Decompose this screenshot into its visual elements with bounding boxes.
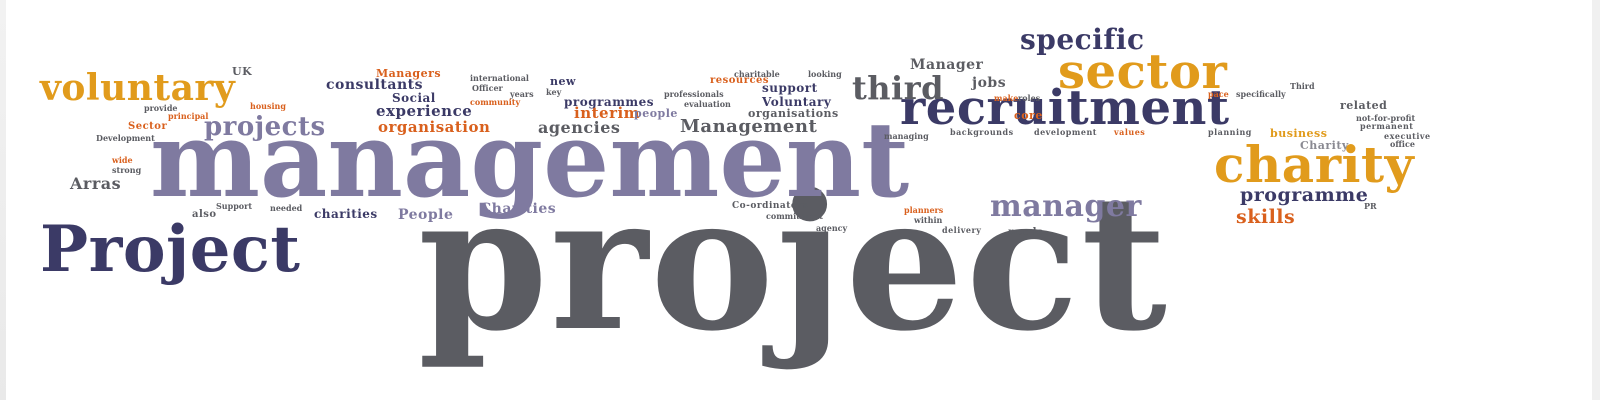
word: PR — [1364, 201, 1377, 211]
word: office — [1390, 139, 1415, 149]
word-third: third — [852, 69, 944, 107]
word: also — [192, 209, 217, 220]
word-recruitment: recruitment — [900, 80, 1230, 136]
word: looking — [808, 69, 842, 79]
word: needed — [270, 203, 303, 213]
word: pace — [1208, 89, 1229, 99]
word: people — [634, 107, 678, 120]
word: organisations — [748, 107, 839, 120]
word: consultants — [326, 77, 423, 93]
word: charities — [314, 207, 378, 221]
word-sector: sector — [1058, 44, 1228, 100]
word-Project: Project — [40, 212, 301, 287]
word: delivery — [942, 225, 982, 235]
word: Social — [392, 91, 436, 105]
word: core — [1014, 109, 1043, 122]
word: Sector — [128, 121, 168, 132]
word: skills — [1236, 206, 1296, 228]
word: Charity — [1300, 139, 1349, 152]
word: housing — [250, 101, 286, 111]
word: executive — [1384, 131, 1431, 141]
word: programme — [1240, 184, 1369, 206]
word: support — [762, 81, 818, 95]
word: years — [510, 89, 534, 99]
word: jobs — [972, 75, 1007, 91]
word: Manager — [910, 57, 984, 73]
word-management: management — [150, 98, 910, 221]
word: planning — [1208, 127, 1252, 137]
word: agencies — [538, 118, 621, 137]
word: international — [470, 73, 529, 83]
word: organisation — [378, 118, 491, 136]
word: People — [398, 207, 454, 223]
word-charity: charity — [1214, 135, 1415, 194]
word: interim — [574, 104, 641, 122]
word: key — [546, 87, 562, 97]
word: Managers — [376, 67, 442, 80]
word-manager: manager — [990, 189, 1142, 224]
word: community — [470, 97, 521, 107]
word: provide — [144, 103, 178, 113]
word: commitment — [766, 211, 823, 221]
word: needs — [1008, 227, 1044, 238]
word: Management — [680, 116, 818, 137]
word: permanent — [1360, 121, 1414, 131]
word: charitable — [734, 69, 780, 79]
word: values — [1114, 127, 1146, 137]
word: resources — [710, 75, 770, 86]
word: professionals — [664, 89, 724, 99]
word-specific: specific — [1020, 23, 1145, 56]
word: Development — [96, 133, 155, 143]
word: UK — [232, 65, 253, 78]
word: Voluntary — [762, 95, 832, 109]
word: Charities — [480, 201, 557, 217]
word: planners — [904, 205, 944, 215]
word: principal — [168, 111, 209, 121]
word: development — [1034, 127, 1097, 137]
word: evaluation — [684, 99, 731, 109]
word: strong — [112, 165, 142, 175]
word-voluntary: voluntary — [40, 67, 236, 109]
word: Arras — [70, 174, 122, 193]
word: business — [1270, 127, 1328, 140]
word: Co-ordinators — [732, 201, 809, 211]
word: Support — [216, 201, 253, 211]
word: Third — [1290, 81, 1315, 91]
word: backgrounds — [950, 127, 1014, 137]
word: programmes — [564, 95, 654, 109]
word: related — [1340, 99, 1388, 112]
word: managing — [884, 131, 929, 141]
word: Officer — [472, 83, 503, 93]
word: not-for-profit — [1356, 113, 1416, 123]
word: specifically — [1236, 89, 1286, 99]
word-projects: projects — [204, 112, 326, 142]
word: agency — [816, 223, 848, 233]
word-project: project — [418, 153, 1169, 372]
word: roles — [1018, 93, 1041, 103]
word: wide — [112, 155, 133, 165]
word: experience — [376, 102, 473, 120]
word: make — [994, 93, 1019, 103]
word: new — [550, 75, 576, 88]
word: within — [914, 215, 943, 225]
